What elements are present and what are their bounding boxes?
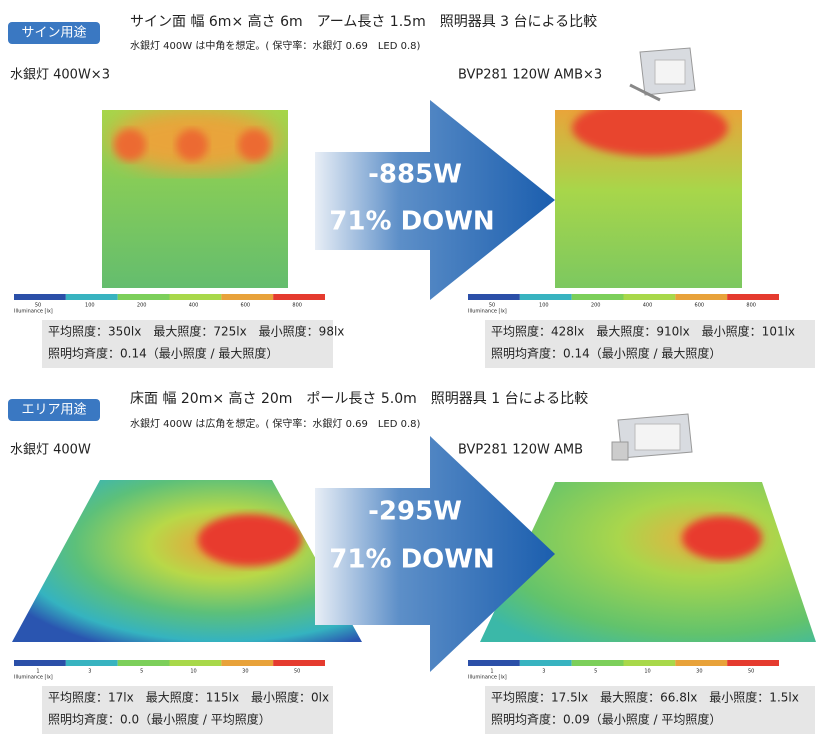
scale-tick: 800 <box>746 303 756 309</box>
scale-segment <box>623 660 676 666</box>
heatmap <box>555 110 742 288</box>
stats-box <box>485 686 815 734</box>
tag-label: エリア用途 <box>21 402 86 418</box>
scale-tick: 400 <box>643 303 653 309</box>
scale-segment <box>468 294 520 300</box>
arrow <box>315 436 555 672</box>
scale-tick: 3 <box>88 669 91 675</box>
stats-box <box>42 686 333 734</box>
tag-pill <box>8 399 100 421</box>
scale-tick: 50 <box>489 303 495 309</box>
scale-segment <box>14 294 66 300</box>
scale-tick: 3 <box>542 669 545 675</box>
scale-segment <box>519 660 572 666</box>
stats-line: 平均照度：428lx 最大照度：910lx 最小照度：101lx <box>491 324 795 339</box>
scale-segment <box>468 660 520 666</box>
lamp-icon <box>629 47 696 102</box>
heatmap <box>102 110 288 288</box>
reduction: 71% DOWN <box>329 545 494 575</box>
stats-box <box>485 320 815 368</box>
scale-tick: 5 <box>140 669 143 675</box>
lamp-label: BVP281 120W AMB <box>458 443 583 458</box>
scale-tick: 600 <box>241 303 251 309</box>
scale-segment <box>169 294 222 300</box>
scale-segment <box>117 294 170 300</box>
tag-pill <box>8 22 100 44</box>
scale-segment <box>273 294 325 300</box>
scale-segment <box>519 294 572 300</box>
scale-tick: 100 <box>539 303 549 309</box>
scale-segment <box>571 660 624 666</box>
scale-tick: 200 <box>591 303 601 309</box>
scale-tick: 50 <box>748 669 754 675</box>
stats-line: 照明均斉度：0.09（最小照度 / 平均照度） <box>491 712 721 727</box>
scale-segment <box>727 294 779 300</box>
scale-segment <box>65 294 118 300</box>
scale-segment <box>675 660 728 666</box>
scale-segment <box>675 294 728 300</box>
stats-line: 平均照度：350lx 最大照度：725lx 最小照度：98lx <box>48 324 344 339</box>
scale-tick: 50 <box>35 303 41 309</box>
lamp-label: BVP281 120W AMB×3 <box>458 68 602 83</box>
stats-line: 平均照度：17lx 最大照度：115lx 最小照度：0lx <box>48 690 329 705</box>
scale-tick: 10 <box>190 669 196 675</box>
scale-tick: 200 <box>137 303 147 309</box>
scale-segment <box>169 660 222 666</box>
scale-segment <box>221 660 274 666</box>
scale-unit: Illuminance [lx] <box>14 309 53 315</box>
stats-box <box>42 320 333 368</box>
note: 水銀灯 400W は広角を想定。( 保守率：水銀灯 0.69 LED 0.8) <box>130 417 421 430</box>
scale-segment <box>65 660 118 666</box>
scale-tick: 30 <box>242 669 248 675</box>
scale-tick: 10 <box>644 669 650 675</box>
scale-segment <box>727 660 779 666</box>
scale-tick: 50 <box>294 669 300 675</box>
lamp-icon <box>611 413 693 461</box>
stats-line: 照明均斉度：0.0（最小照度 / 平均照度） <box>48 712 271 727</box>
reduction: 71% DOWN <box>329 207 494 237</box>
scale-tick: 30 <box>696 669 702 675</box>
heading: 床面 幅 20m× 高さ 20m ポール長さ 5.0m 照明器具 1 台による比… <box>130 390 588 407</box>
scale-segment <box>623 294 676 300</box>
scale-segment <box>221 294 274 300</box>
stats-line: 平均照度：17.5lx 最大照度：66.8lx 最小照度：1.5lx <box>491 690 799 705</box>
tag-label: サイン用途 <box>21 25 86 41</box>
lamp-label: 水銀灯 400W <box>10 443 91 458</box>
scale-segment <box>571 294 624 300</box>
note: 水銀灯 400W は中角を想定。( 保守率：水銀灯 0.69 LED 0.8) <box>130 39 421 52</box>
scale-segment <box>273 660 325 666</box>
scale-tick: 400 <box>189 303 199 309</box>
scale-tick: 600 <box>695 303 705 309</box>
scale-tick: 1 <box>36 669 39 675</box>
scale-tick: 5 <box>594 669 597 675</box>
scale-segment <box>117 660 170 666</box>
scale-unit: Illuminance [lx] <box>14 675 53 681</box>
lamp-label: 水銀灯 400W×3 <box>10 68 110 83</box>
scale-segment <box>14 660 66 666</box>
heatmap <box>12 480 362 642</box>
scale-unit: Illuminance [lx] <box>468 309 507 315</box>
stats-line: 照明均斉度：0.14（最小照度 / 最大照度） <box>491 346 721 361</box>
savings: -295W <box>368 497 462 527</box>
scale-unit: Illuminance [lx] <box>468 675 507 681</box>
scale-tick: 1 <box>490 669 493 675</box>
scale-tick: 100 <box>85 303 95 309</box>
arrow <box>315 100 555 300</box>
heading: サイン面 幅 6m× 高さ 6m アーム長さ 1.5m 照明器具 3 台による比… <box>130 13 597 30</box>
scale-tick: 800 <box>292 303 302 309</box>
savings: -885W <box>368 160 462 190</box>
stats-line: 照明均斉度：0.14（最小照度 / 最大照度） <box>48 346 278 361</box>
